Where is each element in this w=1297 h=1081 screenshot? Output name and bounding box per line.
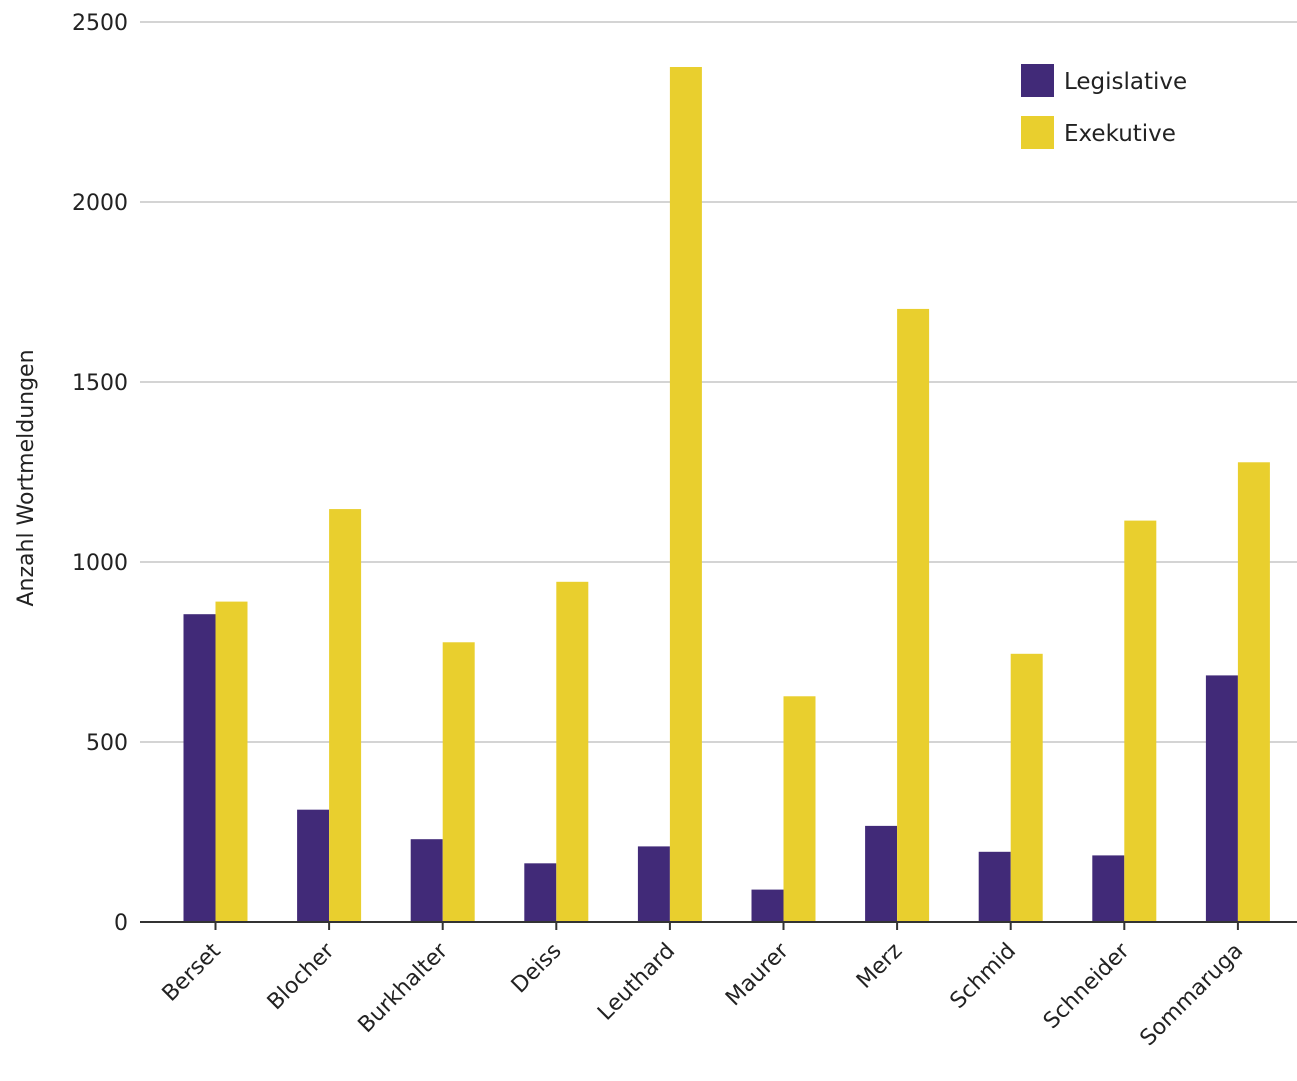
bar-exekutive-blocher: [329, 509, 362, 922]
bar-exekutive-deiss: [556, 581, 589, 922]
bars: [183, 67, 1270, 922]
x-tick-label: Schneider: [1039, 938, 1135, 1034]
bar-exekutive-maurer: [783, 696, 816, 922]
bar-exekutive-schneider: [1124, 520, 1157, 922]
bar-legislative-schneider: [1092, 855, 1125, 922]
legend-label-legislative: Legislative: [1064, 69, 1187, 95]
x-tick-label: Berset: [158, 938, 226, 1006]
bar-legislative-blocher: [297, 809, 330, 922]
bar-legislative-merz: [865, 825, 898, 922]
y-axis-label: Anzahl Wortmeldungen: [14, 349, 39, 606]
y-tick-label: 0: [114, 911, 128, 936]
bar-legislative-sommaruga: [1205, 675, 1238, 922]
bar-legislative-burkhalter: [410, 839, 443, 922]
x-tick-label: Leuthard: [593, 939, 680, 1026]
bar-exekutive-leuthard: [669, 67, 702, 922]
bar-legislative-deiss: [524, 863, 557, 922]
legend-label-exekutive: Exekutive: [1064, 121, 1176, 147]
legend-swatch-legislative: [1021, 64, 1054, 97]
bar-exekutive-berset: [215, 601, 248, 922]
x-axis-ticks: Berset Blocher Burkhalter Deiss Leuthard Maur…: [158, 922, 1248, 1051]
bar-legislative-berset: [183, 614, 216, 922]
x-tick-label: Deiss: [507, 939, 567, 999]
x-tick-label: Sommaruga: [1136, 939, 1249, 1052]
bar-legislative-schmid: [978, 851, 1011, 922]
y-axis-ticks: 0 500 1000 1500 2000 2500: [72, 11, 128, 936]
y-tick-label: 500: [86, 731, 128, 756]
bar-exekutive-burkhalter: [442, 642, 475, 922]
x-tick-label: Merz: [852, 939, 907, 994]
x-tick-label: Schmid: [946, 939, 1021, 1014]
x-tick-label: Blocher: [263, 938, 340, 1015]
bar-legislative-leuthard: [637, 846, 670, 922]
x-tick-label: Maurer: [721, 938, 794, 1011]
x-tick-label: Burkhalter: [354, 938, 454, 1038]
y-tick-label: 1000: [72, 551, 128, 576]
legend-swatch-exekutive: [1021, 116, 1054, 149]
y-tick-label: 2500: [72, 11, 128, 36]
bar-legislative-maurer: [751, 889, 784, 922]
bar-exekutive-sommaruga: [1237, 462, 1270, 922]
bar-exekutive-schmid: [1010, 653, 1043, 922]
legend: Legislative Exekutive: [1021, 64, 1187, 149]
bar-exekutive-merz: [897, 308, 930, 922]
y-tick-label: 1500: [72, 371, 128, 396]
y-tick-label: 2000: [72, 191, 128, 216]
